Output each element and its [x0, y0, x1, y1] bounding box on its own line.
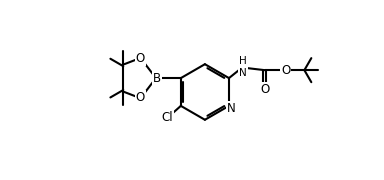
Text: O: O — [260, 82, 269, 96]
Text: Cl: Cl — [161, 111, 173, 124]
Text: H
N: H N — [239, 56, 247, 78]
Text: O: O — [136, 91, 145, 104]
Text: O: O — [136, 52, 145, 65]
Text: O: O — [281, 64, 290, 77]
Text: N: N — [227, 102, 235, 115]
Text: B: B — [153, 72, 161, 85]
